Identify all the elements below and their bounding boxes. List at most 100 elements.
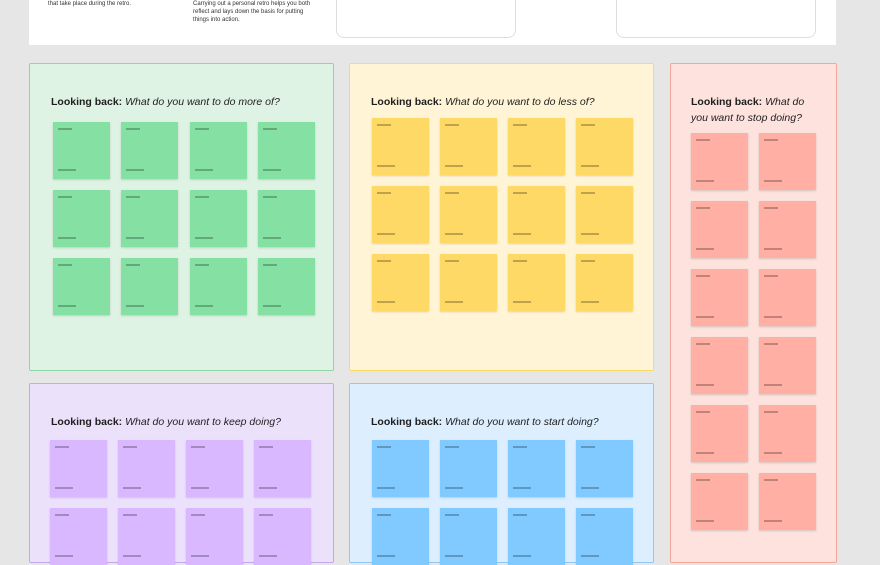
sticky-text: [513, 192, 527, 194]
sticky-text: [445, 260, 459, 262]
heading-question: What do you want to do less of?: [445, 96, 595, 108]
heading-label: Looking back:: [51, 416, 123, 428]
heading-question: What do you want to start doing?: [445, 416, 599, 428]
sticky-note: [440, 508, 497, 565]
sticky-text: [696, 139, 710, 141]
sticky-author: [195, 305, 213, 307]
sticky-author: [581, 301, 599, 303]
sticky-text: [581, 514, 595, 516]
sticky-text: [513, 124, 527, 126]
sticky-author: [195, 237, 213, 239]
sticky-author: [764, 452, 782, 454]
sticky-author: [764, 316, 782, 318]
sticky-note: [440, 440, 497, 497]
sticky-author: [377, 233, 395, 235]
sticky-text: [123, 514, 137, 516]
sticky-author: [58, 305, 76, 307]
sticky-text: [581, 446, 595, 448]
sticky-author: [377, 487, 395, 489]
heading-label: Looking back:: [371, 96, 443, 108]
sticky-author: [513, 301, 531, 303]
section-heading: Looking back: What do you want to keep d…: [51, 414, 311, 430]
sticky-note: [508, 186, 565, 243]
sticky-note: [759, 405, 816, 462]
heading-question: What do you want to stop doing?: [691, 96, 805, 124]
sticky-text: [696, 207, 710, 209]
sticky-note: [759, 269, 816, 326]
sticky-text: [445, 192, 459, 194]
sticky-text: [191, 514, 205, 516]
sticky-note: [508, 508, 565, 565]
sticky-text: [581, 124, 595, 126]
info-text: Carrying out a personal retro helps you …: [193, 1, 311, 23]
sticky-author: [377, 555, 395, 557]
sticky-author: [445, 487, 463, 489]
sticky-text: [764, 207, 778, 209]
sticky-author: [764, 248, 782, 250]
sticky-author: [696, 248, 714, 250]
sticky-text: [764, 343, 778, 345]
sticky-text: [126, 264, 140, 266]
sticky-note: [576, 186, 633, 243]
sticky-note: [372, 440, 429, 497]
sticky-author: [58, 169, 76, 171]
sticky-author: [764, 384, 782, 386]
sticky-note: [759, 473, 816, 530]
sticky-note: [440, 186, 497, 243]
sticky-text: [263, 128, 277, 130]
sticky-author: [445, 165, 463, 167]
sticky-text: [263, 264, 277, 266]
heading-label: Looking back:: [51, 96, 123, 108]
sticky-text: [377, 446, 391, 448]
sticky-note: [691, 473, 748, 530]
sticky-note: [508, 118, 565, 175]
sticky-author: [55, 487, 73, 489]
sticky-author: [445, 555, 463, 557]
sticky-text: [263, 196, 277, 198]
sticky-author: [696, 384, 714, 386]
info-text: that take place during the retro.: [48, 1, 132, 7]
sticky-text: [377, 192, 391, 194]
sticky-text: [195, 196, 209, 198]
sticky-note: [576, 254, 633, 311]
sticky-author: [581, 555, 599, 557]
sticky-note: [121, 122, 178, 179]
sticky-note: [190, 122, 247, 179]
sticky-author: [126, 169, 144, 171]
sticky-text: [195, 128, 209, 130]
sticky-text: [764, 479, 778, 481]
sticky-text: [377, 124, 391, 126]
sticky-note: [508, 440, 565, 497]
sticky-author: [126, 305, 144, 307]
sticky-note: [190, 258, 247, 315]
sticky-author: [263, 169, 281, 171]
sticky-note: [254, 508, 311, 565]
sticky-text: [513, 514, 527, 516]
sticky-author: [377, 301, 395, 303]
sticky-author: [259, 555, 277, 557]
sticky-text: [123, 446, 137, 448]
sticky-author: [513, 233, 531, 235]
sticky-text: [377, 514, 391, 516]
sticky-text: [696, 275, 710, 277]
sticky-author: [696, 520, 714, 522]
sticky-note: [186, 508, 243, 565]
sticky-text: [55, 514, 69, 516]
sticky-author: [513, 487, 531, 489]
heading-label: Looking back:: [371, 416, 443, 428]
sticky-note: [118, 508, 175, 565]
sticky-author: [581, 233, 599, 235]
sticky-note: [759, 201, 816, 258]
sticky-author: [263, 237, 281, 239]
sticky-note: [691, 269, 748, 326]
sticky-author: [123, 487, 141, 489]
sticky-author: [764, 520, 782, 522]
sticky-text: [696, 479, 710, 481]
sticky-text: [445, 514, 459, 516]
sticky-text: [259, 514, 273, 516]
sticky-author: [259, 487, 277, 489]
section-heading: Looking back: What do you want to do les…: [371, 94, 631, 110]
sticky-text: [58, 196, 72, 198]
info-panel: that take place during the retro. Carryi…: [29, 0, 836, 45]
sticky-author: [126, 237, 144, 239]
